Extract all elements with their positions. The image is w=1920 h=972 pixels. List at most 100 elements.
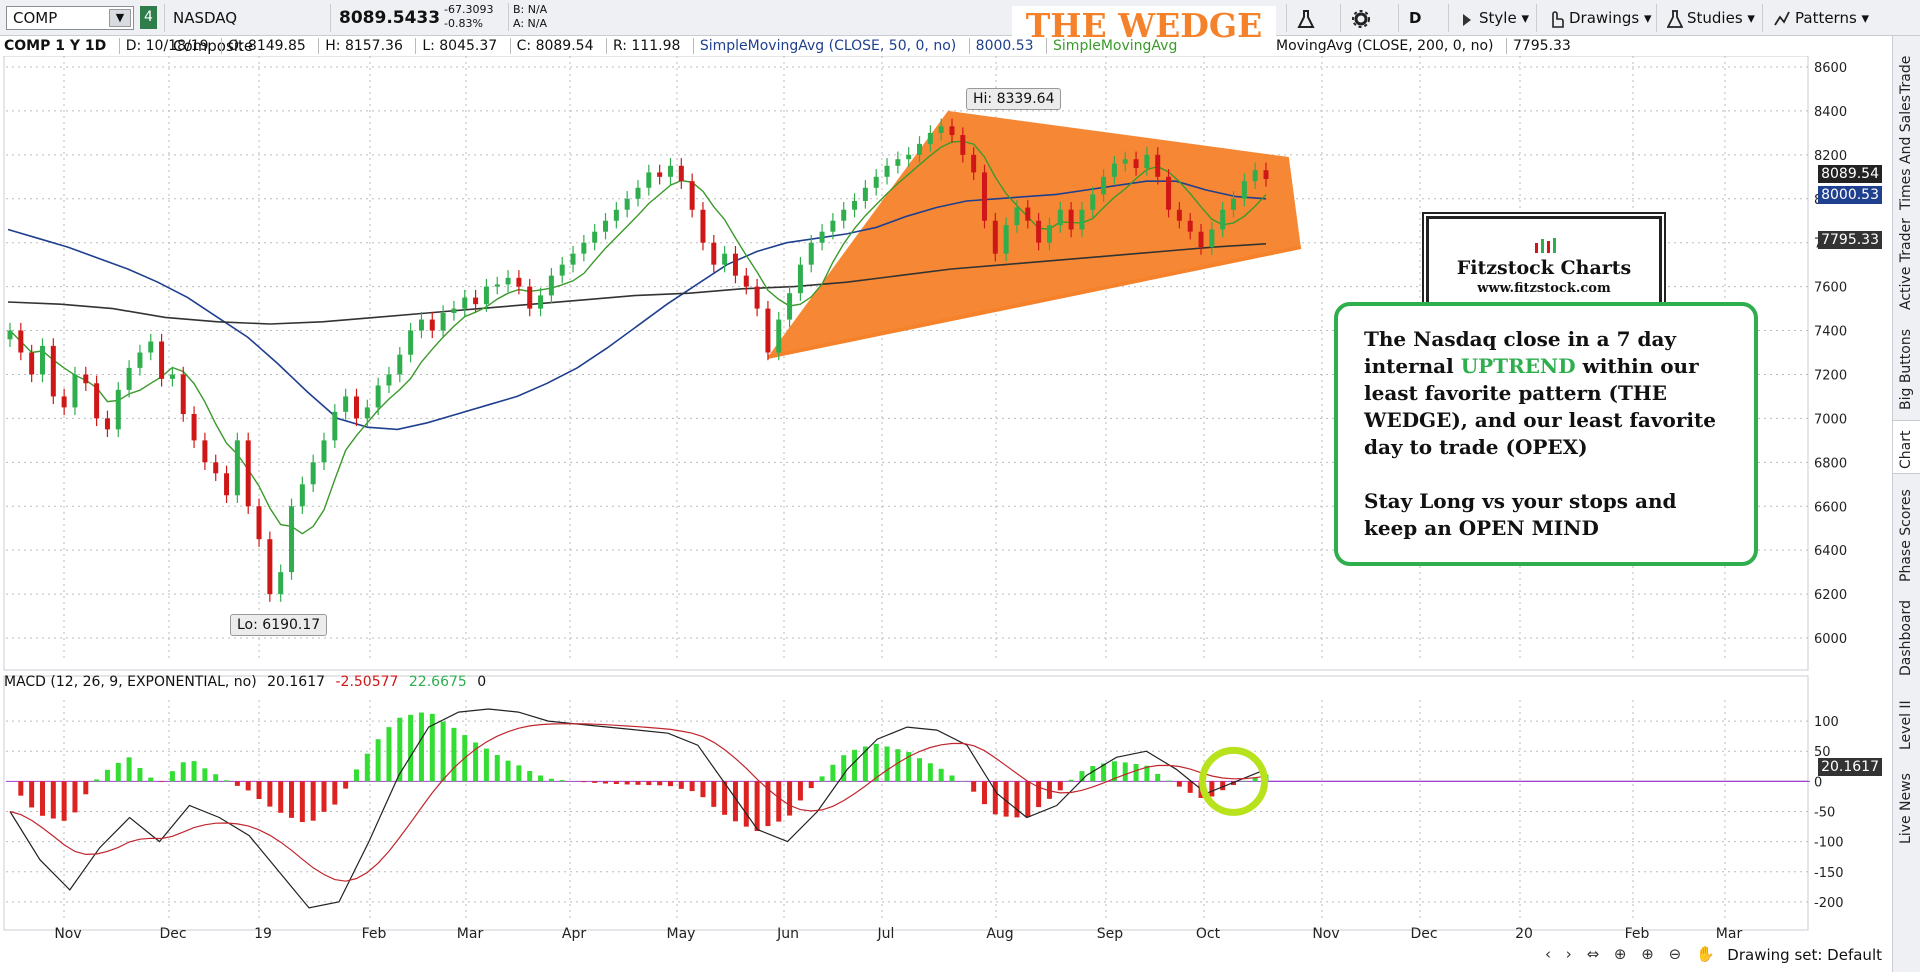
scroll-left-icon[interactable]: ‹ <box>1545 945 1551 963</box>
macd-study-label[interactable]: MACD (12, 26, 9, EXPONENTIAL, no) <box>4 674 257 690</box>
patterns-icon <box>1774 11 1790 25</box>
candle-body <box>830 220 836 232</box>
price-tick-label: 6000 <box>1814 632 1847 647</box>
candle-body <box>1231 198 1237 210</box>
aggregation-button[interactable]: D <box>1398 4 1431 32</box>
macd-histogram-bar <box>18 781 24 796</box>
chart-canvas[interactable]: 6000620064006600680070007200740076007800… <box>0 56 1892 942</box>
candle-body <box>927 132 933 144</box>
settings-button[interactable] <box>1340 4 1385 32</box>
sidebar-tab-dashboard[interactable]: Dashboard <box>1893 592 1920 682</box>
style-label: Style <box>1479 9 1517 27</box>
bid-value: B: N/A <box>513 3 548 16</box>
pan-icon[interactable]: ⇔ <box>1586 945 1600 963</box>
candle-body <box>917 143 923 155</box>
candle-body <box>548 275 554 296</box>
candle-body <box>1133 159 1139 169</box>
macd-histogram-bar <box>949 775 955 782</box>
chevron-down-icon: ▾ <box>1516 9 1529 27</box>
candle-body <box>711 242 717 265</box>
pointer-hand-icon <box>1552 10 1564 28</box>
x-tick-label: Dec <box>1410 926 1437 942</box>
macd-histogram-bar <box>1144 765 1150 782</box>
zoom-in-icon[interactable]: ⊕ <box>1641 945 1654 963</box>
candle-body <box>310 462 316 485</box>
last-price-tag: 8089.54 <box>1818 165 1882 183</box>
macd-histogram-bar <box>927 763 933 782</box>
macd-info-bar: MACD (12, 26, 9, EXPONENTIAL, no) 20.161… <box>4 672 492 692</box>
chart-descriptor[interactable]: COMP 1 Y 1D <box>4 38 107 54</box>
macd-histogram-bar <box>754 781 760 832</box>
sidebar-tab-trade[interactable]: Trade <box>1893 42 1920 100</box>
macd-line <box>9 708 1267 909</box>
macd-histogram-bar <box>1014 781 1020 818</box>
crosshair-icon[interactable]: ⊕ <box>1613 945 1627 963</box>
candle-body <box>808 242 814 265</box>
patterns-button[interactable]: Patterns ▾ <box>1762 4 1879 32</box>
macd-value-tag: 20.1617 <box>1818 758 1882 776</box>
candle-body <box>516 277 522 287</box>
macd-histogram-bar <box>852 749 858 782</box>
net-change: -67.3093 <box>444 3 494 16</box>
candle-body <box>1122 159 1128 164</box>
scroll-right-icon[interactable]: › <box>1565 945 1572 963</box>
sidebar-tab-active-trader[interactable]: Active Trader <box>1893 218 1920 316</box>
sidebar-tab-phase-scores[interactable]: Phase Scores <box>1893 478 1920 588</box>
logo-bars-icon <box>1535 238 1556 253</box>
sma50-label[interactable]: SimpleMovingAvg (CLOSE, 50, 0, no) <box>692 38 957 54</box>
pct-change: -0.83% <box>444 17 483 30</box>
candle-body <box>299 484 305 507</box>
style-button[interactable]: Style ▾ <box>1448 4 1539 32</box>
macd-histogram-bar <box>743 781 749 827</box>
zoom-out-icon[interactable]: ⊖ <box>1668 945 1682 963</box>
candle-body <box>83 374 89 384</box>
drawing-set-selector[interactable]: Drawing set: Default <box>1727 946 1882 964</box>
price-tick-label: 7400 <box>1814 325 1847 340</box>
macd-histogram-bar <box>397 717 403 782</box>
link-group-badge[interactable]: 4 <box>140 6 157 29</box>
candle-body <box>981 172 987 221</box>
candle-body <box>256 506 262 540</box>
candle-body <box>191 414 197 441</box>
note-text-1a: The Nasdaq close in a 7 day internal <box>1364 327 1677 378</box>
sidebar-tab-chart[interactable]: Chart <box>1893 420 1920 474</box>
sidebar-tab-times-and-sales[interactable]: Times And Sales <box>1893 95 1920 216</box>
price-tick-label: 7000 <box>1814 412 1847 427</box>
studies-flask-icon <box>1666 9 1684 28</box>
hand-icon[interactable]: ✋ <box>1696 945 1715 963</box>
macd-histogram-bar <box>375 739 381 782</box>
macd-histogram-bar <box>992 781 998 815</box>
sidebar-tab-label: Live News <box>1898 773 1914 844</box>
macd-histogram-bar <box>819 776 825 782</box>
candle-body <box>94 383 100 419</box>
macd-histogram-bar <box>1209 781 1215 797</box>
candle-body <box>1003 225 1009 254</box>
sidebar-tab-label: Big Buttons <box>1898 328 1914 410</box>
sma-green-label[interactable]: SimpleMovingAvg <box>1046 38 1178 54</box>
price-tick-label: 6200 <box>1814 588 1847 603</box>
macd-histogram-bar <box>473 742 479 782</box>
moving-averages <box>7 140 1267 535</box>
sidebar-tab-big-buttons[interactable]: Big Buttons <box>1893 320 1920 416</box>
macd-histogram-bar <box>1111 761 1117 782</box>
price-panel-frame <box>3 56 1809 671</box>
symbol-input[interactable]: COMP ▼ <box>6 6 134 30</box>
drawings-button[interactable]: Drawings ▾ <box>1536 4 1662 32</box>
macd-histogram-bar <box>61 781 67 821</box>
candle-body <box>1198 231 1204 248</box>
macd-histogram-bar <box>1079 771 1085 782</box>
macd-histogram-bar <box>321 781 327 812</box>
macd-histogram-bar <box>538 775 544 782</box>
candle-body <box>873 176 879 188</box>
symbol-dropdown-arrow[interactable]: ▼ <box>109 9 131 27</box>
macd-histogram-bar <box>180 762 186 782</box>
note-highlight: UPTREND <box>1460 354 1576 378</box>
candle-body <box>72 374 78 408</box>
flask-button[interactable] <box>1286 4 1329 32</box>
studies-button[interactable]: Studies ▾ <box>1656 4 1765 32</box>
sma200-label[interactable]: MovingAvg (CLOSE, 200, 0, no) <box>1276 38 1494 54</box>
chart-info-bar: COMP 1 Y 1D D: 10/18/19 O: 8149.85 H: 81… <box>4 36 1185 56</box>
sidebar-tab-level-ii[interactable]: Level II <box>1893 686 1920 756</box>
sidebar-tab-live-news[interactable]: Live News <box>1893 760 1920 850</box>
candle-body <box>213 462 219 474</box>
